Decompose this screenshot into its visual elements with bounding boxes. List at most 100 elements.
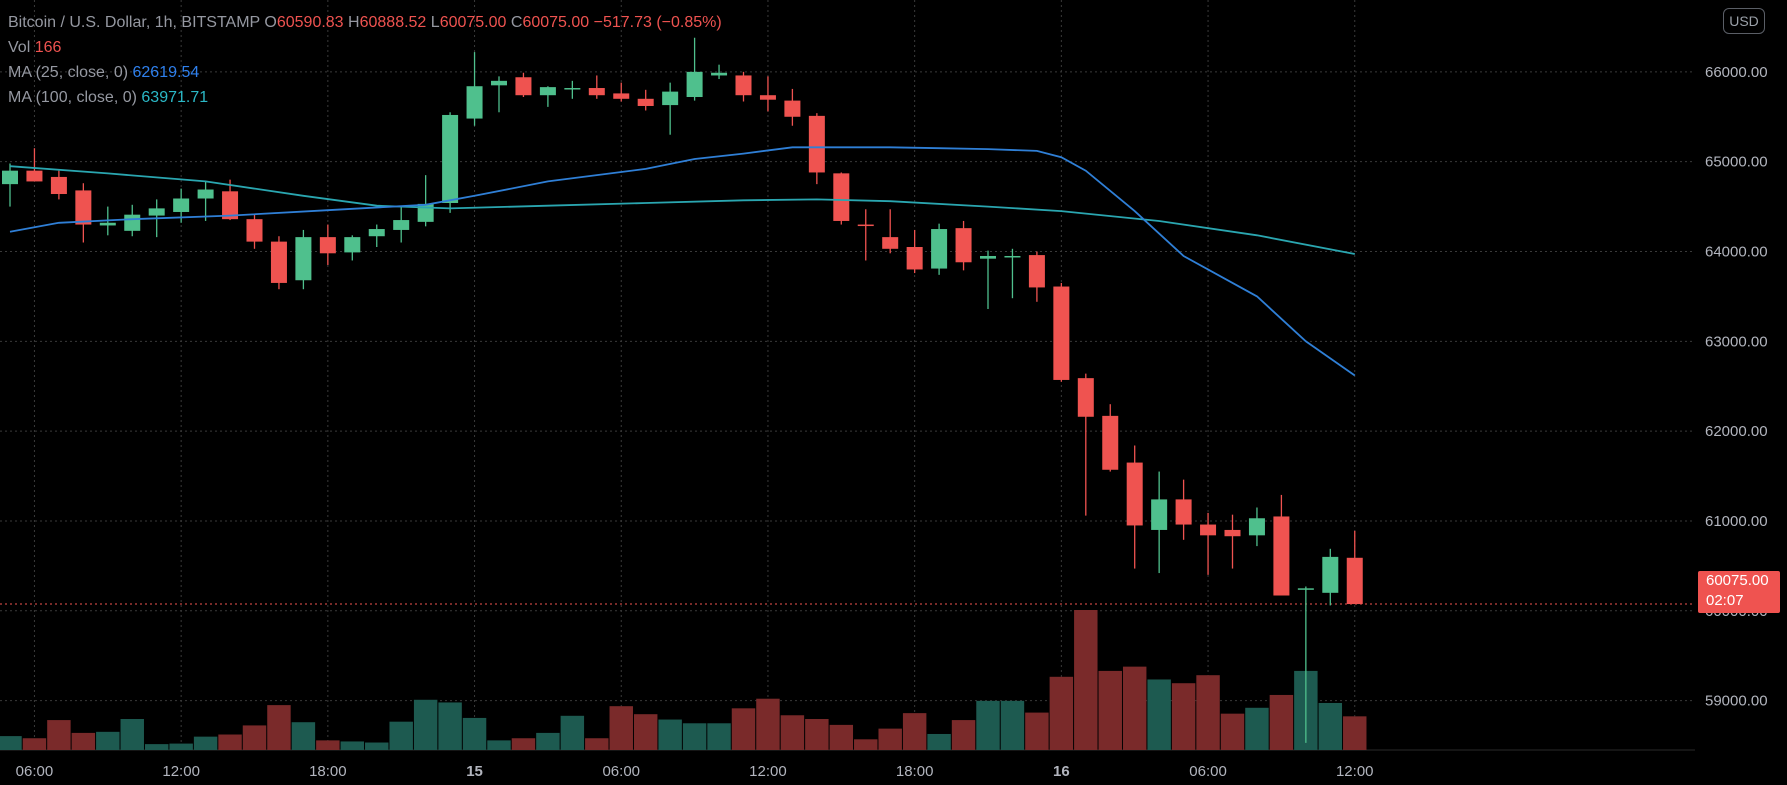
volume-bar — [951, 720, 976, 750]
volume-bar — [193, 736, 218, 750]
candle-body — [1273, 516, 1290, 596]
candle-body — [564, 88, 581, 90]
ma25-row[interactable]: MA (25, close, 0) 62619.54 — [8, 60, 722, 85]
open-label: O — [264, 14, 277, 31]
candles — [2, 37, 1363, 743]
candle-body — [833, 173, 850, 221]
volume-bar — [242, 725, 267, 750]
volume-bar — [1196, 675, 1220, 750]
volume-bar — [144, 744, 169, 750]
candle-body — [637, 98, 654, 106]
volume-bar — [22, 738, 47, 750]
candle-body — [980, 255, 996, 259]
candle-body — [931, 229, 948, 269]
candle-body — [442, 114, 459, 203]
moving-averages — [9, 146, 1356, 377]
bar-countdown: 02:07 — [1706, 592, 1744, 609]
volume-bar — [340, 741, 365, 750]
candle-body — [808, 115, 825, 173]
volume-bar — [927, 733, 951, 750]
volume-bar — [291, 722, 316, 750]
time-tick-label: 18:00 — [309, 763, 347, 780]
volume-bar — [218, 734, 242, 750]
price-axis[interactable]: 59000.0060000.0061000.0062000.0063000.00… — [1705, 64, 1768, 710]
symbol-label[interactable]: Bitcoin / U.S. Dollar, 1h, BITSTAMP — [8, 14, 260, 31]
price-tick-label: 63000.00 — [1705, 333, 1768, 350]
candle-body — [344, 237, 361, 253]
candle-body — [295, 237, 312, 281]
volume-bar — [316, 740, 340, 750]
volume-bar — [536, 732, 560, 750]
candle-body — [246, 219, 263, 242]
candle-body — [173, 198, 190, 212]
candle-body — [759, 95, 776, 100]
volume-bar — [731, 708, 756, 750]
volume-bar — [1245, 707, 1269, 750]
time-axis[interactable]: 06:00 12:00 18:00 15 06:00 12:00 18:00 16 06:00 1… — [16, 763, 1374, 780]
ma100-row[interactable]: MA (100, close, 0) 63971.71 — [8, 85, 722, 110]
ma100-line — [9, 165, 1355, 255]
volume-bar — [1147, 679, 1171, 750]
candle-body — [1126, 462, 1143, 526]
candle-body — [1004, 255, 1021, 258]
high-label: H — [348, 14, 360, 31]
candle-body — [26, 170, 43, 182]
volume-bar — [438, 702, 462, 750]
volume-bar — [1343, 716, 1367, 750]
candle-body — [393, 220, 410, 230]
time-tick-label: 16 — [1053, 763, 1070, 780]
low-value: 60075.00 — [439, 14, 507, 31]
volume-bar — [47, 720, 71, 750]
chart-legend: Bitcoin / U.S. Dollar, 1h, BITSTAMP O605… — [8, 10, 722, 110]
volume-row[interactable]: Vol 166 — [8, 35, 722, 60]
price-tick-label: 65000.00 — [1705, 154, 1768, 171]
candle-body — [1077, 378, 1094, 417]
candle-body — [1322, 556, 1339, 593]
open-value: 60590.83 — [276, 14, 344, 31]
currency-button[interactable]: USD — [1723, 8, 1765, 34]
volume-bar — [1269, 694, 1294, 750]
price-tick-label: 61000.00 — [1705, 513, 1768, 530]
volume-bar — [1049, 676, 1074, 750]
candle-body — [222, 191, 239, 220]
candle-body — [686, 71, 703, 98]
time-tick-label: 18:00 — [896, 763, 934, 780]
volume-value: 166 — [34, 39, 62, 56]
candle-body — [1224, 529, 1241, 537]
volume-bar — [169, 743, 193, 750]
candle-body — [50, 176, 67, 195]
volume-bar — [267, 705, 291, 750]
grid — [0, 0, 1695, 751]
time-tick-label: 06:00 — [16, 763, 54, 780]
volume-bar — [1220, 713, 1245, 750]
candle-body — [319, 237, 336, 254]
volume-bar — [780, 715, 805, 750]
time-tick-label: 06:00 — [602, 763, 640, 780]
candle-body — [148, 208, 165, 216]
volume-bar — [682, 723, 707, 750]
candle-body — [539, 87, 556, 96]
volume-bar — [609, 706, 633, 750]
volume-bar — [756, 698, 780, 750]
volume-bar — [829, 724, 854, 750]
candle-body — [1346, 557, 1363, 605]
time-tick-label: 12:00 — [749, 763, 787, 780]
candle-body — [1297, 588, 1314, 590]
volume-bar — [1171, 683, 1196, 750]
candle-body — [1175, 499, 1192, 525]
volume-bar — [487, 740, 511, 750]
candle-body — [1151, 499, 1168, 530]
last-price-value: 60075.00 — [1706, 572, 1769, 589]
candle-body — [906, 247, 923, 270]
candle-body — [588, 88, 605, 96]
candle-body — [711, 72, 728, 76]
volume-bar — [1098, 670, 1122, 750]
volume-bar — [854, 739, 878, 750]
volume-bar — [976, 700, 1000, 750]
volume-bar — [658, 719, 682, 750]
candle-body — [197, 189, 214, 199]
high-value: 60888.52 — [359, 14, 427, 31]
candle-body — [613, 93, 630, 99]
candle-body — [466, 86, 483, 119]
